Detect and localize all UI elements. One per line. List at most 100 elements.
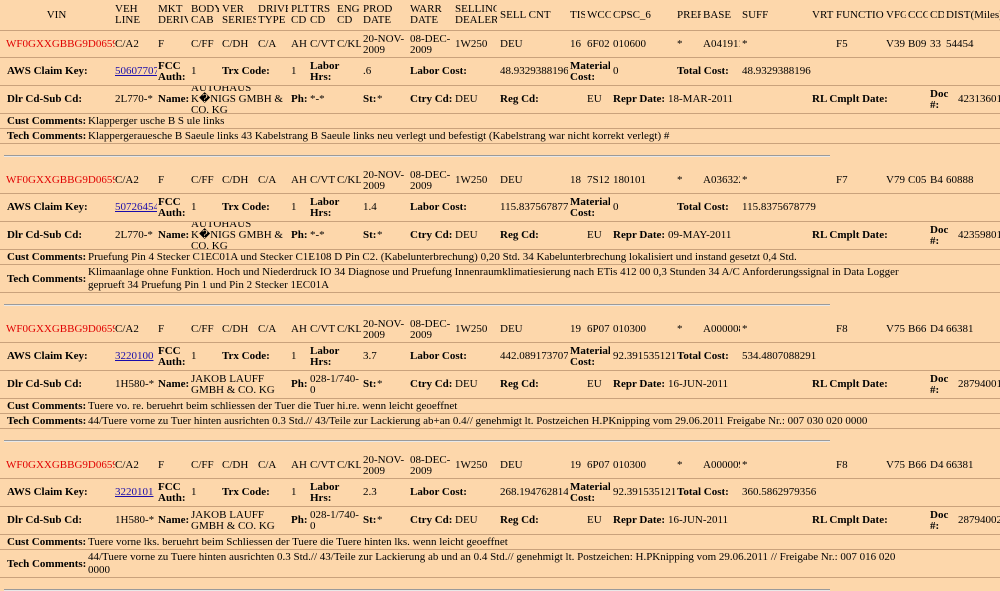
trx-code: Trx Code: — [222, 486, 270, 498]
column-header: SELLING DEALER — [455, 3, 497, 26]
field-vfg: V79 — [886, 174, 905, 186]
field-prod-date: 20-NOV-2009 — [363, 453, 405, 477]
total-cost: Total Cost: — [677, 65, 729, 77]
ctry-cd: Ctry Cd: — [410, 229, 453, 241]
repr-date: Repr Date: — [613, 378, 666, 390]
field-plt-cd: AH — [291, 323, 307, 335]
material-cost: Material Cost: — [570, 59, 610, 83]
field-vin: WF0GXXGBBG9D06594 — [6, 323, 115, 335]
ctry-cd: DEU — [455, 93, 478, 105]
doc: Doc #: — [930, 87, 949, 111]
comment-label: Tech Comments: — [7, 130, 87, 142]
column-header: VRT — [812, 8, 834, 21]
field-warr-date: 08-DEC-2009 — [410, 317, 451, 341]
field-trs-cd: C/VT — [310, 323, 335, 335]
cust-comments-row: Cust Comments: Pruefung Pin 4 Stecker C1E… — [0, 250, 1000, 265]
aws-claim-key: AWS Claim Key: — [7, 201, 88, 213]
cust-comments-row: Cust Comments: Tuere vo. re. beruehrt bei… — [0, 399, 1000, 414]
region: EU — [587, 93, 602, 105]
trx-code: 1 — [291, 350, 297, 362]
record-main-row: WF0GXXGBBG9D06594 C/A2 F C/FF C/DH C/A AH C/VT C… — [0, 453, 1000, 479]
record-main-row: WF0GXXGBBG9D06594 C/A2 F C/FF C/DH C/A AH C/VT C… — [0, 32, 1000, 58]
ctry-cd: DEU — [455, 229, 478, 241]
field-prod-date: 20-NOV-2009 — [363, 32, 405, 56]
field-warr-date: 08-DEC-2009 — [410, 453, 451, 477]
column-header: BASE — [703, 8, 732, 21]
field-function: F8 — [836, 323, 848, 335]
column-header: CCC — [908, 8, 928, 21]
dealer-row: Dlr Cd-Sub Cd: 1H580-* Name: JAKOB LAUFF GM… — [0, 371, 1000, 399]
dlr-cd: Dlr Cd-Sub Cd: — [7, 378, 82, 390]
repr-date: 16-JUN-2011 — [668, 378, 729, 390]
comment-text: Tuere vo. re. beruehrt beim schliessen d… — [88, 400, 458, 412]
fcc-auth: FCC Auth: — [158, 344, 186, 368]
field-body-cab: C/FF — [191, 174, 214, 186]
dlr-cd: 1H580-* — [115, 514, 155, 526]
tech-comments-row: Tech Comments: Klappergerauesche B Saeule… — [0, 129, 1000, 144]
field-tis: 19 — [570, 459, 581, 471]
rl-cmplt-date: RL Cmplt Date: — [812, 229, 888, 241]
field-suff: * — [742, 459, 748, 471]
st: St: — [363, 93, 377, 105]
field-mkt-deriv: F — [158, 459, 165, 471]
trx-code: 1 — [291, 486, 297, 498]
material-cost: 92.3915351216 — [613, 486, 675, 498]
field-drive-type: C/A — [258, 174, 277, 186]
record-separator — [4, 304, 830, 306]
field-function: F8 — [836, 459, 848, 471]
name: JAKOB LAUFF GMBH & CO. KG — [191, 508, 275, 532]
field-trs-cd: C/VT — [310, 174, 335, 186]
dlr-cd: Dlr Cd-Sub Cd: — [7, 93, 82, 105]
comment-label: Cust Comments: — [7, 115, 87, 127]
comment-text: Klimaanlage ohne Funktion. Hoch und Nied… — [88, 266, 899, 291]
field-cpsc-6: 180101 — [613, 174, 646, 186]
column-header: VER SERIES — [222, 3, 256, 26]
aws-claim-key[interactable]: 3220100 — [115, 350, 154, 362]
aws-claim-key[interactable]: 50607707 — [115, 65, 157, 77]
doc: 28794001 — [958, 378, 1000, 390]
aws-claim-key[interactable]: 50726454 — [115, 201, 157, 213]
field-drive-type: C/A — [258, 38, 277, 50]
repr-date: Repr Date: — [613, 93, 666, 105]
material-cost: 0 — [613, 65, 619, 77]
field-ccc: B66 — [908, 323, 927, 335]
labor-hrs: Labor Hrs: — [310, 59, 340, 83]
column-header: VEH LINE — [115, 3, 141, 26]
reg-cd: Reg Cd: — [500, 514, 539, 526]
cust-comments-row: Cust Comments: Klapperger usche B S ule l… — [0, 114, 1000, 129]
labor-cost: 442.0891737075 — [500, 350, 568, 362]
comment-label: Cust Comments: — [7, 400, 87, 412]
labor-cost: 48.9329388196 — [500, 65, 568, 77]
column-header: CPSC_6 — [613, 8, 651, 21]
ctry-cd: Ctry Cd: — [410, 514, 453, 526]
field-warr-date: 08-DEC-2009 — [410, 32, 451, 56]
field-pref: * — [677, 174, 683, 186]
column-header: VIN — [46, 8, 67, 21]
field-veh-line: C/A2 — [115, 459, 139, 471]
ph: Ph: — [291, 229, 308, 241]
field-warr-date: 08-DEC-2009 — [410, 168, 451, 192]
tech-comments-row: Tech Comments: 44/Tuere vorne zu Tuer hin… — [0, 414, 1000, 429]
material-cost: Material Cost: — [570, 344, 610, 368]
comment-text: Tuere vorne lks. beruehrt beim Schliesse… — [88, 536, 508, 548]
trx-code: Trx Code: — [222, 65, 270, 77]
labor-hrs: 3.7 — [363, 350, 377, 362]
field-mkt-deriv: F — [158, 38, 165, 50]
field-body-cab: C/FF — [191, 323, 214, 335]
ph: 028-1/740-0 — [310, 508, 359, 532]
column-header: MKT DERIV — [158, 3, 188, 26]
field-dist: 66381 — [946, 323, 974, 335]
column-header: SELL CNT — [500, 8, 551, 21]
fcc-auth: 1 — [191, 350, 197, 362]
claim-row: AWS Claim Key: 3220100 FCC Auth: 1 Trx Code:… — [0, 343, 1000, 371]
ph: *-* — [310, 229, 325, 241]
field-tis: 16 — [570, 38, 581, 50]
name: Name: — [158, 514, 190, 526]
name: AUTOHAUS K�NIGS GMBH & CO. KG — [191, 86, 283, 113]
field-dist: 66381 — [946, 459, 974, 471]
aws-claim-key[interactable]: 3220101 — [115, 486, 154, 498]
name: Name: — [158, 229, 190, 241]
material-cost: Material Cost: — [570, 195, 610, 219]
labor-hrs: Labor Hrs: — [310, 480, 340, 504]
field-base: A000008 — [703, 323, 740, 335]
